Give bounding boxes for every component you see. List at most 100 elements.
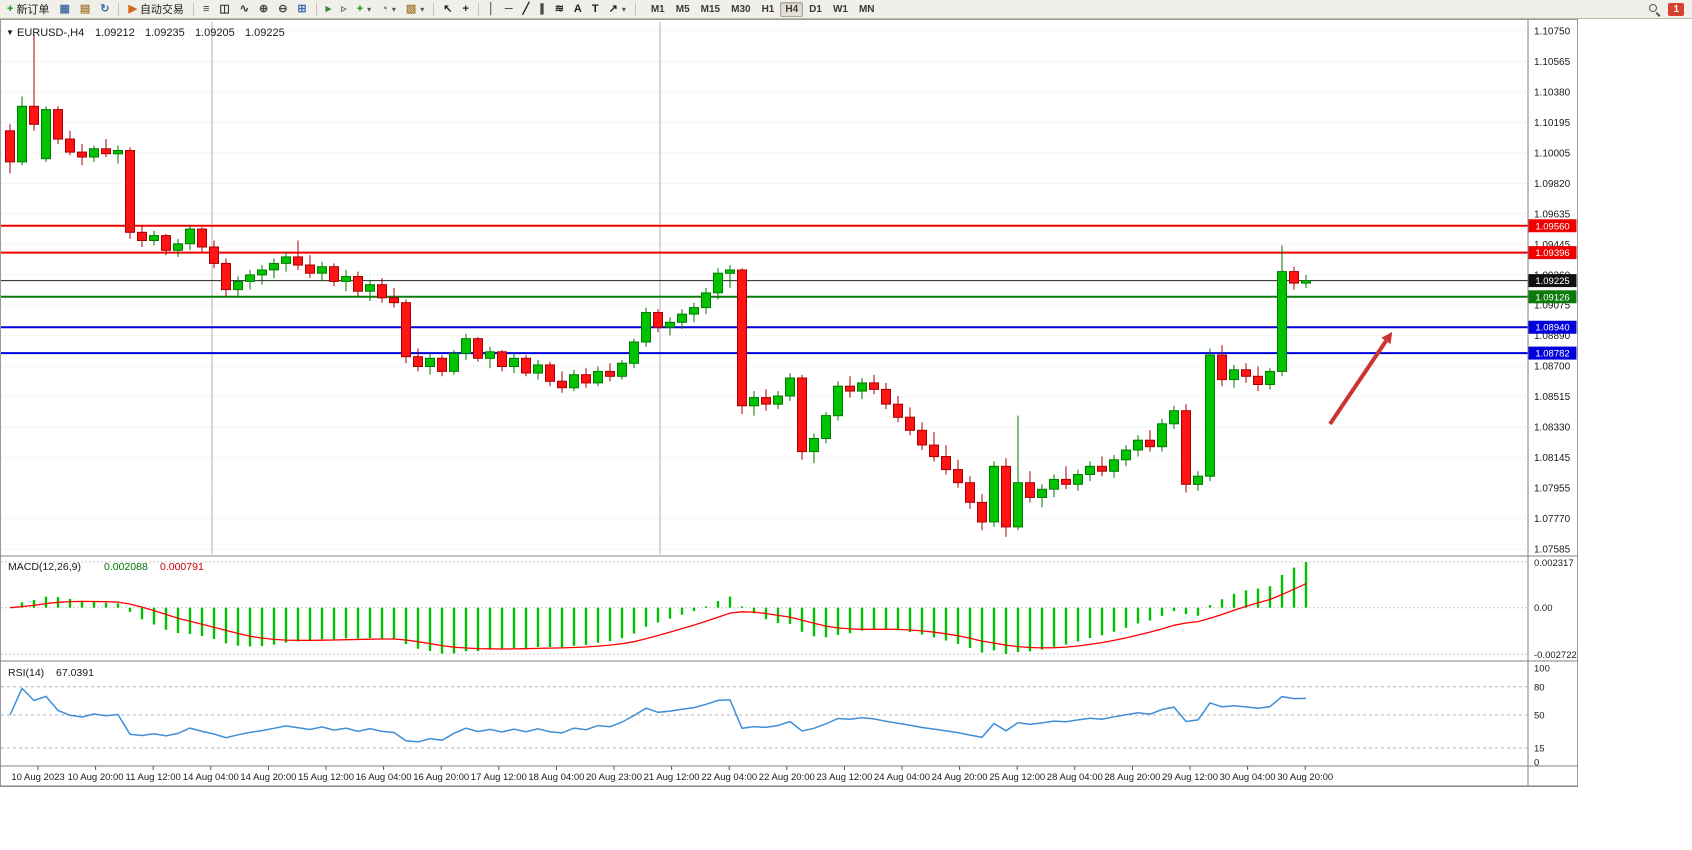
candle	[1109, 454, 1119, 478]
cursor-button[interactable]: ↖	[439, 1, 456, 18]
rsi-axis-label: 100	[1534, 664, 1550, 675]
chart-window-icon: ▦	[59, 2, 70, 15]
tile-windows-button[interactable]: ⊞	[293, 1, 310, 18]
bar-chart-button[interactable]: ≡	[199, 1, 213, 18]
candle	[437, 355, 447, 377]
candle	[857, 378, 867, 400]
macd-axis-max: 0.002317	[1534, 558, 1574, 569]
candle	[1085, 461, 1095, 482]
auto-scroll-button[interactable]: ▸	[322, 1, 336, 18]
toolbar-separator	[118, 2, 120, 16]
auto-scroll-icon: ▸	[325, 2, 332, 15]
rsi-axis-label: 50	[1534, 711, 1545, 722]
new-order-label: 新订单	[16, 4, 50, 16]
notification-badge[interactable]: 1	[1668, 2, 1684, 16]
price-tick-label: 1.08515	[1534, 392, 1571, 403]
chart-title-high: 1.09235	[145, 27, 185, 39]
profiles-button[interactable]: ▤	[76, 1, 94, 18]
candle	[209, 240, 219, 269]
zoom-out-button[interactable]: ⊖	[274, 1, 291, 18]
candle	[125, 147, 135, 239]
timeframe-m30-button[interactable]: M30	[731, 3, 751, 15]
candle	[1277, 245, 1287, 377]
autotrading-button[interactable]: ▶ 自动交易	[124, 1, 187, 18]
candle	[1253, 366, 1263, 392]
fibonacci-button[interactable]: ≋	[551, 1, 568, 18]
dropdown-arrow-icon: ▾	[420, 4, 425, 14]
timeframe-d1-button[interactable]: D1	[809, 3, 822, 15]
candle	[413, 348, 423, 372]
time-scale[interactable]: 10 Aug 2023 10 Aug 20:00 11 Aug 12:00 14 Au…	[11, 766, 1333, 783]
text-label-button[interactable]: T	[588, 1, 603, 18]
timeframe-m5-button[interactable]: M5	[675, 3, 690, 15]
candlestick-chart-button[interactable]: ◫	[215, 1, 233, 18]
chart-window-button[interactable]: ▦	[55, 1, 73, 18]
candle	[569, 369, 579, 392]
time-tick-label: 10 Aug 2023	[11, 772, 64, 783]
rsi-label: RSI(14)	[8, 667, 44, 679]
timeframe-h1-button[interactable]: H1	[761, 3, 775, 15]
timeframe-mn-button[interactable]: MN	[858, 3, 875, 15]
macd-axis-min: -0.002722	[1534, 650, 1577, 661]
zoom-in-button[interactable]: ⊕	[255, 1, 272, 18]
candle	[401, 299, 411, 364]
time-tick-label: 24 Aug 20:00	[932, 772, 988, 783]
search-icon[interactable]	[1648, 3, 1661, 17]
time-tick-label: 21 Aug 12:00	[644, 772, 700, 783]
chart-canvas[interactable]: 1.10750 1.10565 1.10380 1.10195 1.10005 1.098…	[0, 19, 1692, 850]
candle	[785, 373, 795, 401]
macd-label: MACD(12,26,9)	[8, 561, 81, 573]
trendline-button[interactable]: ╱	[519, 1, 534, 18]
templates-button[interactable]: ▧ ▾	[402, 1, 428, 18]
candle	[353, 271, 363, 297]
time-tick-label: 10 Aug 20:00	[68, 772, 124, 783]
new-order-button[interactable]: + 新订单	[3, 1, 53, 18]
candle	[653, 309, 663, 333]
crosshair-button[interactable]: +	[458, 1, 472, 18]
candle	[65, 130, 75, 156]
toolbar-separator	[634, 2, 636, 16]
chart-shift-button[interactable]: ▹	[337, 1, 351, 18]
time-tick-label: 30 Aug 04:00	[1220, 772, 1276, 783]
timeframe-h4-button[interactable]: H4	[780, 1, 804, 17]
profiles-icon: ▤	[79, 2, 91, 15]
timeframe-w1-button[interactable]: W1	[832, 3, 848, 15]
trendline-icon: ╱	[522, 2, 530, 15]
price-tick-label: 1.10005	[1534, 148, 1571, 159]
zoom-out-icon: ⊖	[278, 2, 288, 15]
dropdown-arrow-icon: ▾	[391, 4, 396, 14]
price-tag-label: 1.09396	[1535, 248, 1569, 259]
equidistant-channel-icon: ∥	[539, 2, 545, 15]
arrows-button[interactable]: ↗ ▾	[605, 1, 630, 18]
vertical-line-icon: │	[487, 2, 495, 15]
time-tick-label: 20 Aug 23:00	[586, 772, 642, 783]
refresh-button[interactable]: ↻	[96, 1, 113, 18]
candle	[905, 407, 915, 436]
toolbar-right: 1	[1648, 2, 1689, 17]
magnifier-handle	[1656, 11, 1661, 17]
candle	[737, 268, 747, 414]
candle	[665, 317, 675, 336]
periods-button[interactable]: ◔ ▾	[377, 1, 400, 18]
time-tick-label: 28 Aug 04:00	[1047, 772, 1103, 783]
candle	[449, 350, 459, 375]
time-tick-label: 15 Aug 12:00	[298, 772, 354, 783]
timeframe-m15-button[interactable]: M15	[700, 3, 721, 15]
trend-arrow-object[interactable]	[1328, 331, 1393, 426]
zoom-in-icon: ⊕	[258, 2, 269, 15]
refresh-icon: ↻	[100, 2, 110, 15]
candle	[833, 381, 843, 421]
candle	[593, 366, 603, 387]
rsi-line	[9, 687, 1307, 743]
horizontal-line-button[interactable]: ─	[501, 1, 517, 18]
price-scale[interactable]: 1.10750 1.10565 1.10380 1.10195 1.10005 1.098…	[1534, 27, 1571, 556]
line-chart-icon: ∿	[239, 2, 249, 15]
candle	[953, 459, 963, 488]
equidistant-channel-button[interactable]: ∥	[535, 1, 549, 18]
add-indicator-button[interactable]: + ▾	[353, 1, 375, 18]
timeframe-m1-button[interactable]: M1	[650, 3, 665, 15]
candle	[1181, 404, 1191, 493]
vertical-line-button[interactable]: │	[484, 1, 499, 18]
text-button[interactable]: A	[570, 1, 586, 18]
line-chart-button[interactable]: ∿	[236, 1, 253, 18]
